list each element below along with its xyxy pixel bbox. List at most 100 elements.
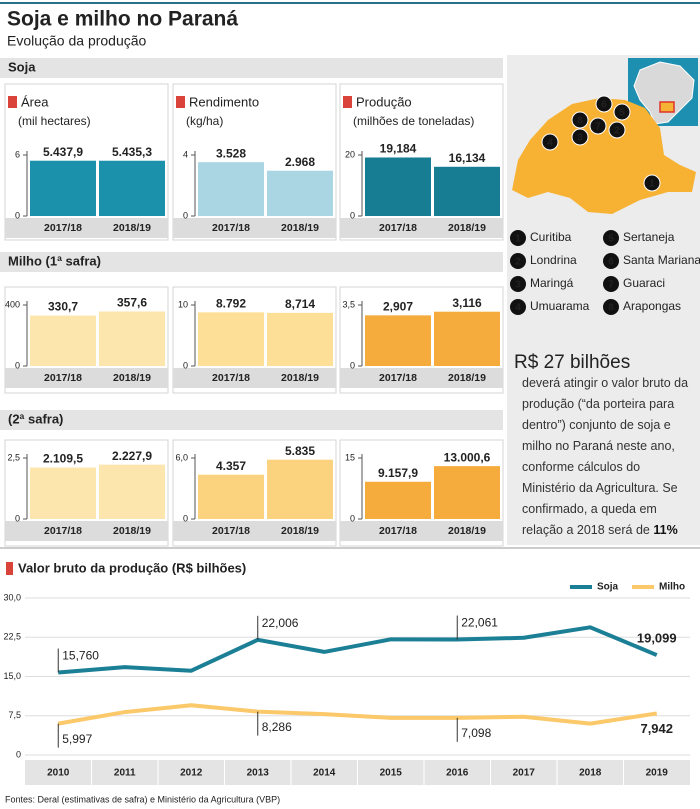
value-label: 19,184 [380,142,417,156]
map-marker [613,103,631,121]
chart-marker [6,562,13,575]
value-label: 4.357 [216,459,246,473]
x-tick-label: 2014 [313,768,336,779]
category-strip [173,368,336,388]
x-tick-label: 2018/19 [448,372,486,384]
legend-city: Sertaneja [623,230,675,244]
x-tick-label: 2018/19 [281,372,319,384]
legend-marker [603,230,619,246]
panel-title: Área [21,94,49,109]
x-tick-label: 2017/18 [212,222,250,234]
map-marker-number: 3 [577,133,583,144]
y-tick-label: 15,0 [3,671,21,681]
section-header: Soja [8,59,36,74]
x-tick-label: 2018 [579,768,602,779]
legend-number: 8 [608,303,614,314]
value-label: 2.227,9 [112,449,152,463]
legend-city: Santa Mariana [623,253,700,267]
data-label: 15,760 [62,649,99,663]
value-label: 357,6 [117,296,147,310]
legend-label: Milho [659,582,685,593]
subtitle: Evolução da produção [7,33,147,49]
chart-title: Valor bruto da produção (R$ bilhões) [18,560,246,575]
y-tick-label: 0 [350,210,355,220]
legend-number: 3 [515,280,521,291]
x-tick-label: 2012 [180,768,203,779]
y-tick-label: 0 [183,360,188,370]
legend-city: Arapongas [623,299,681,313]
bar [267,459,333,519]
x-tick-label: 2018/19 [281,222,319,234]
value-label: 2,907 [383,300,413,314]
legend-number: 6 [608,257,614,268]
series-line [57,703,658,726]
x-tick-label: 2015 [380,768,403,779]
map-marker [571,128,589,146]
title: Soja e milho no Paraná [7,8,238,31]
map-marker [589,117,607,135]
legend-city: Curitiba [530,230,572,244]
x-tick-label: 2017/18 [44,525,82,537]
x-tick-label: 2017/18 [44,222,82,234]
legend-city: Umuarama [530,299,590,313]
x-tick-label: 2010 [47,768,70,779]
value-label: 16,134 [449,151,486,165]
panel-marker [176,96,185,108]
category-strip [173,218,336,238]
x-tick-label: 2011 [114,768,136,779]
legend-city: Guaraci [623,276,665,290]
legend-marker [510,253,526,269]
bar [434,166,500,216]
inset-brazil [633,61,695,125]
section-header: (2ª safra) [8,411,63,426]
value-label: 8,714 [285,297,315,311]
value-label: 330,7 [48,300,78,314]
y-tick-label: 6 [15,149,20,159]
x-tick-label: 2017/18 [379,222,417,234]
category-strip [340,218,503,238]
section-header-bg [0,252,503,272]
x-tick-label: 2017/18 [212,372,250,384]
x-tick-label: 2018/19 [448,525,486,537]
x-tick-label: 2018/19 [448,222,486,234]
category-strip [5,218,168,238]
value-label: 5.435,3 [112,145,152,159]
y-tick-label: 15 [345,452,355,462]
y-tick-label: 0 [183,210,188,220]
data-label: 7,942 [640,721,673,736]
category-strip [340,521,503,541]
bar [30,467,96,519]
x-tick-label: 2017 [513,768,536,779]
legend-number: 2 [515,257,521,268]
x-tick-label: 2017/18 [212,525,250,537]
map-marker-number: 1 [649,179,655,190]
value-label: 2.968 [285,155,315,169]
x-tick-label: 2018/19 [113,525,151,537]
bar [434,466,500,519]
panel-unit: (kg/ha) [186,114,223,128]
panel-title: Rendimento [189,94,259,109]
panel-unit: (milhões de toneladas) [353,114,474,128]
y-tick-label: 0 [350,360,355,370]
map-marker-number: 7 [595,122,601,133]
data-label: 5,997 [62,732,92,746]
bar [365,157,431,216]
section-header-bg [0,58,503,78]
map-marker-number: 6 [601,100,607,111]
x-tick-label: 2019 [646,768,669,779]
y-tick-label: 6,0 [175,452,188,462]
value-label: 9.157,9 [378,466,418,480]
value-label: 5.437,9 [43,145,83,159]
bar [99,311,165,366]
bar [434,311,500,366]
category-strip [5,521,168,541]
section-header-bg [0,410,503,430]
y-tick-label: 7,5 [8,710,21,720]
x-tick-label: 2017/18 [379,372,417,384]
legend-marker [603,253,619,269]
x-tick-label: 2017/18 [44,372,82,384]
legend-number: 7 [608,280,614,291]
category-strip [173,521,336,541]
